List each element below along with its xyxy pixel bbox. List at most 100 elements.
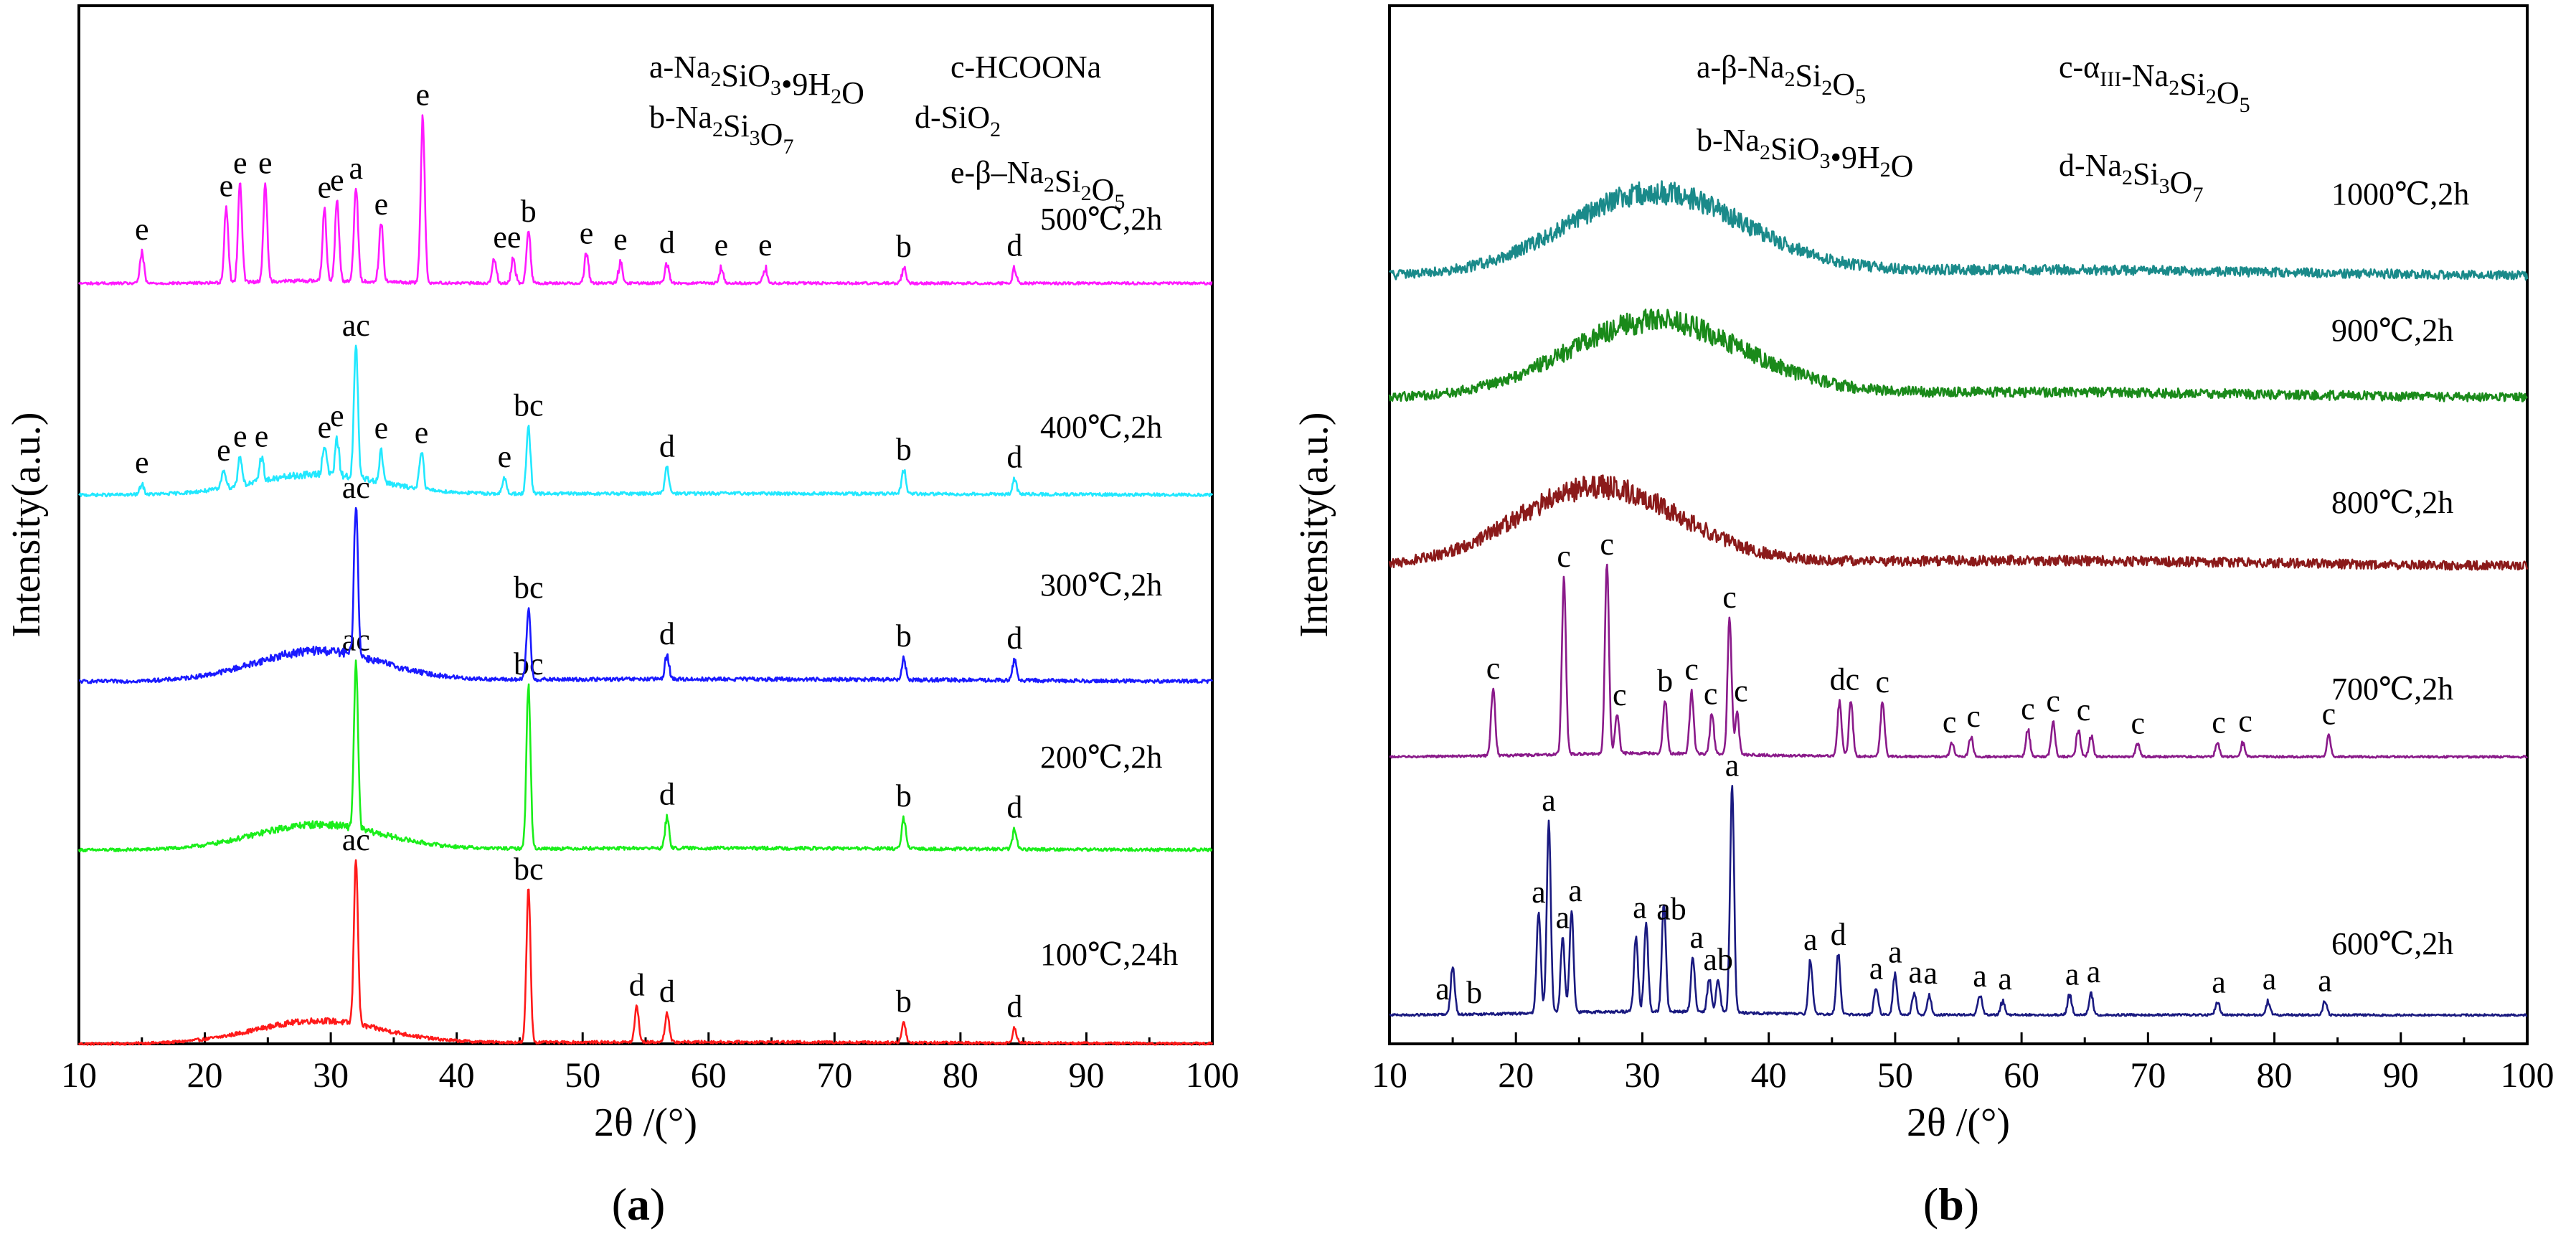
peak-label: c xyxy=(1943,705,1957,740)
peak-label: c xyxy=(1704,677,1718,712)
legend-entry-d: d-Na2Si3O7 xyxy=(2059,148,2203,207)
phase-legend: a-β-Na2Si2O5 c-αIII-Na2Si2O5 b-Na2SiO3•9H2… xyxy=(1697,50,2250,207)
peak-label: e xyxy=(415,415,429,451)
x-axis: 10 20 30 40 50 60 70 80 90 100 xyxy=(1372,1032,2554,1095)
plot-frame xyxy=(1388,4,2529,1045)
peak-label: c xyxy=(2021,691,2035,726)
legend-entry-a: a-Na2SiO3•9H2O xyxy=(649,50,864,110)
panel-b: 10 20 30 40 50 60 70 80 90 100 2θ /(°) Intensity(a.… xyxy=(1288,0,2576,1244)
peak-label: e xyxy=(135,445,149,480)
peak-label: ac xyxy=(342,308,370,343)
x-tick-label: 70 xyxy=(2130,1055,2166,1095)
peak-label: a xyxy=(2263,961,2277,996)
peak-label: c xyxy=(2212,705,2226,740)
series-line xyxy=(77,114,1213,286)
series-line xyxy=(77,859,1214,1046)
peak-label: a xyxy=(1435,971,1450,1007)
peak-label: e xyxy=(580,216,594,251)
peak-label: d xyxy=(1006,621,1022,656)
peak-label: c xyxy=(2077,692,2091,727)
panel-caption: (b) xyxy=(1923,1179,1979,1230)
peak-label: a xyxy=(1803,922,1818,957)
peak-label: a xyxy=(1542,783,1556,818)
peak-label: c xyxy=(1684,651,1699,687)
peak-label: e xyxy=(217,433,231,468)
peak-label: b xyxy=(1657,664,1673,699)
peak-label: e xyxy=(318,410,332,445)
x-axis: 10 20 30 40 50 60 70 80 90 100 xyxy=(61,1032,1240,1095)
peak-label: e xyxy=(233,146,247,181)
peak-label: c xyxy=(1557,539,1571,574)
peak-label: e xyxy=(498,439,512,474)
x-tick-label: 30 xyxy=(1624,1055,1660,1095)
x-tick-label: 10 xyxy=(61,1055,97,1095)
peak-label: c xyxy=(1600,527,1614,562)
peak-label: ab xyxy=(1703,942,1733,977)
peak-label: e xyxy=(135,212,149,247)
legend-entry-a: a-β-Na2Si2O5 xyxy=(1697,50,1866,108)
peak-label: bc xyxy=(514,570,544,605)
peak-label: d xyxy=(1006,228,1022,263)
condition-label: 900℃,2h xyxy=(2331,313,2453,348)
x-tick-label: 60 xyxy=(691,1055,727,1095)
peak-label: a xyxy=(1973,958,1987,994)
xrd-chart-b: 10 20 30 40 50 60 70 80 90 100 2θ /(°) Intensity(a.… xyxy=(1292,4,2554,1230)
peak-label: c xyxy=(2322,697,2336,732)
panel-caption: (a) xyxy=(612,1179,666,1230)
panel-a: 10 20 30 40 50 60 70 80 90 100 2θ /(°) Intensity(a.… xyxy=(4,4,1240,1230)
x-tick-label: 20 xyxy=(1498,1055,1534,1095)
condition-label: 800℃,2h xyxy=(2331,485,2453,520)
x-tick-label: 80 xyxy=(2257,1055,2293,1095)
x-tick-label: 60 xyxy=(2004,1055,2039,1095)
peak-label: e xyxy=(416,77,430,113)
x-tick-label: 40 xyxy=(1751,1055,1787,1095)
series-line xyxy=(1389,563,2528,759)
legend-entry-c: c-αIII-Na2Si2O5 xyxy=(2059,50,2250,117)
x-tick-label: 50 xyxy=(1877,1055,1913,1095)
peak-label: a xyxy=(1908,955,1922,990)
peak-label: c xyxy=(1486,651,1501,686)
series-line xyxy=(1389,785,2528,1017)
peak-label: d xyxy=(659,777,675,812)
peak-label: a xyxy=(1689,920,1704,955)
peak-label: a xyxy=(1725,748,1740,783)
peak-label: e xyxy=(714,227,729,263)
peak-label: c xyxy=(2238,704,2252,739)
peak-label: a xyxy=(2212,964,2226,999)
peak-label: b xyxy=(1466,975,1482,1010)
condition-label: 600℃,2h xyxy=(2331,926,2453,961)
series-line xyxy=(1388,180,2529,281)
peak-label: b xyxy=(896,984,912,1019)
peak-label: e xyxy=(330,163,344,198)
peak-label: b xyxy=(896,432,912,467)
peak-label: c xyxy=(1966,699,1981,734)
peak-label: e xyxy=(233,419,247,454)
x-tick-label: 90 xyxy=(2383,1055,2419,1095)
peak-label: d xyxy=(1831,917,1846,952)
peak-label: a xyxy=(1869,951,1884,986)
peak-label: a xyxy=(1633,890,1647,925)
series-3: 900℃,2h xyxy=(1388,308,2528,402)
peak-label: c xyxy=(1876,664,1890,699)
peak-label: d xyxy=(659,974,675,1009)
peak-label: d xyxy=(629,967,645,1002)
x-tick-label: 90 xyxy=(1068,1055,1104,1095)
y-axis-label: Intensity(a.u.) xyxy=(4,412,49,637)
x-axis-label: 2θ /(°) xyxy=(594,1101,697,1145)
peak-label: e xyxy=(318,169,332,204)
xrd-chart-a: 10 20 30 40 50 60 70 80 90 100 2θ /(°) Intensity(a.… xyxy=(4,4,1240,1230)
peak-label: a xyxy=(2065,956,2080,991)
legend-entry-b: b-Na2Si3O7 xyxy=(649,100,793,159)
series-line xyxy=(1388,474,2529,571)
peak-label: a xyxy=(1998,961,2012,996)
x-tick-label: 100 xyxy=(1186,1055,1240,1095)
peak-label: bc xyxy=(514,387,544,423)
peak-label: a xyxy=(1888,934,1902,969)
x-tick-label: 30 xyxy=(313,1055,349,1095)
peak-label: c xyxy=(1722,580,1737,615)
